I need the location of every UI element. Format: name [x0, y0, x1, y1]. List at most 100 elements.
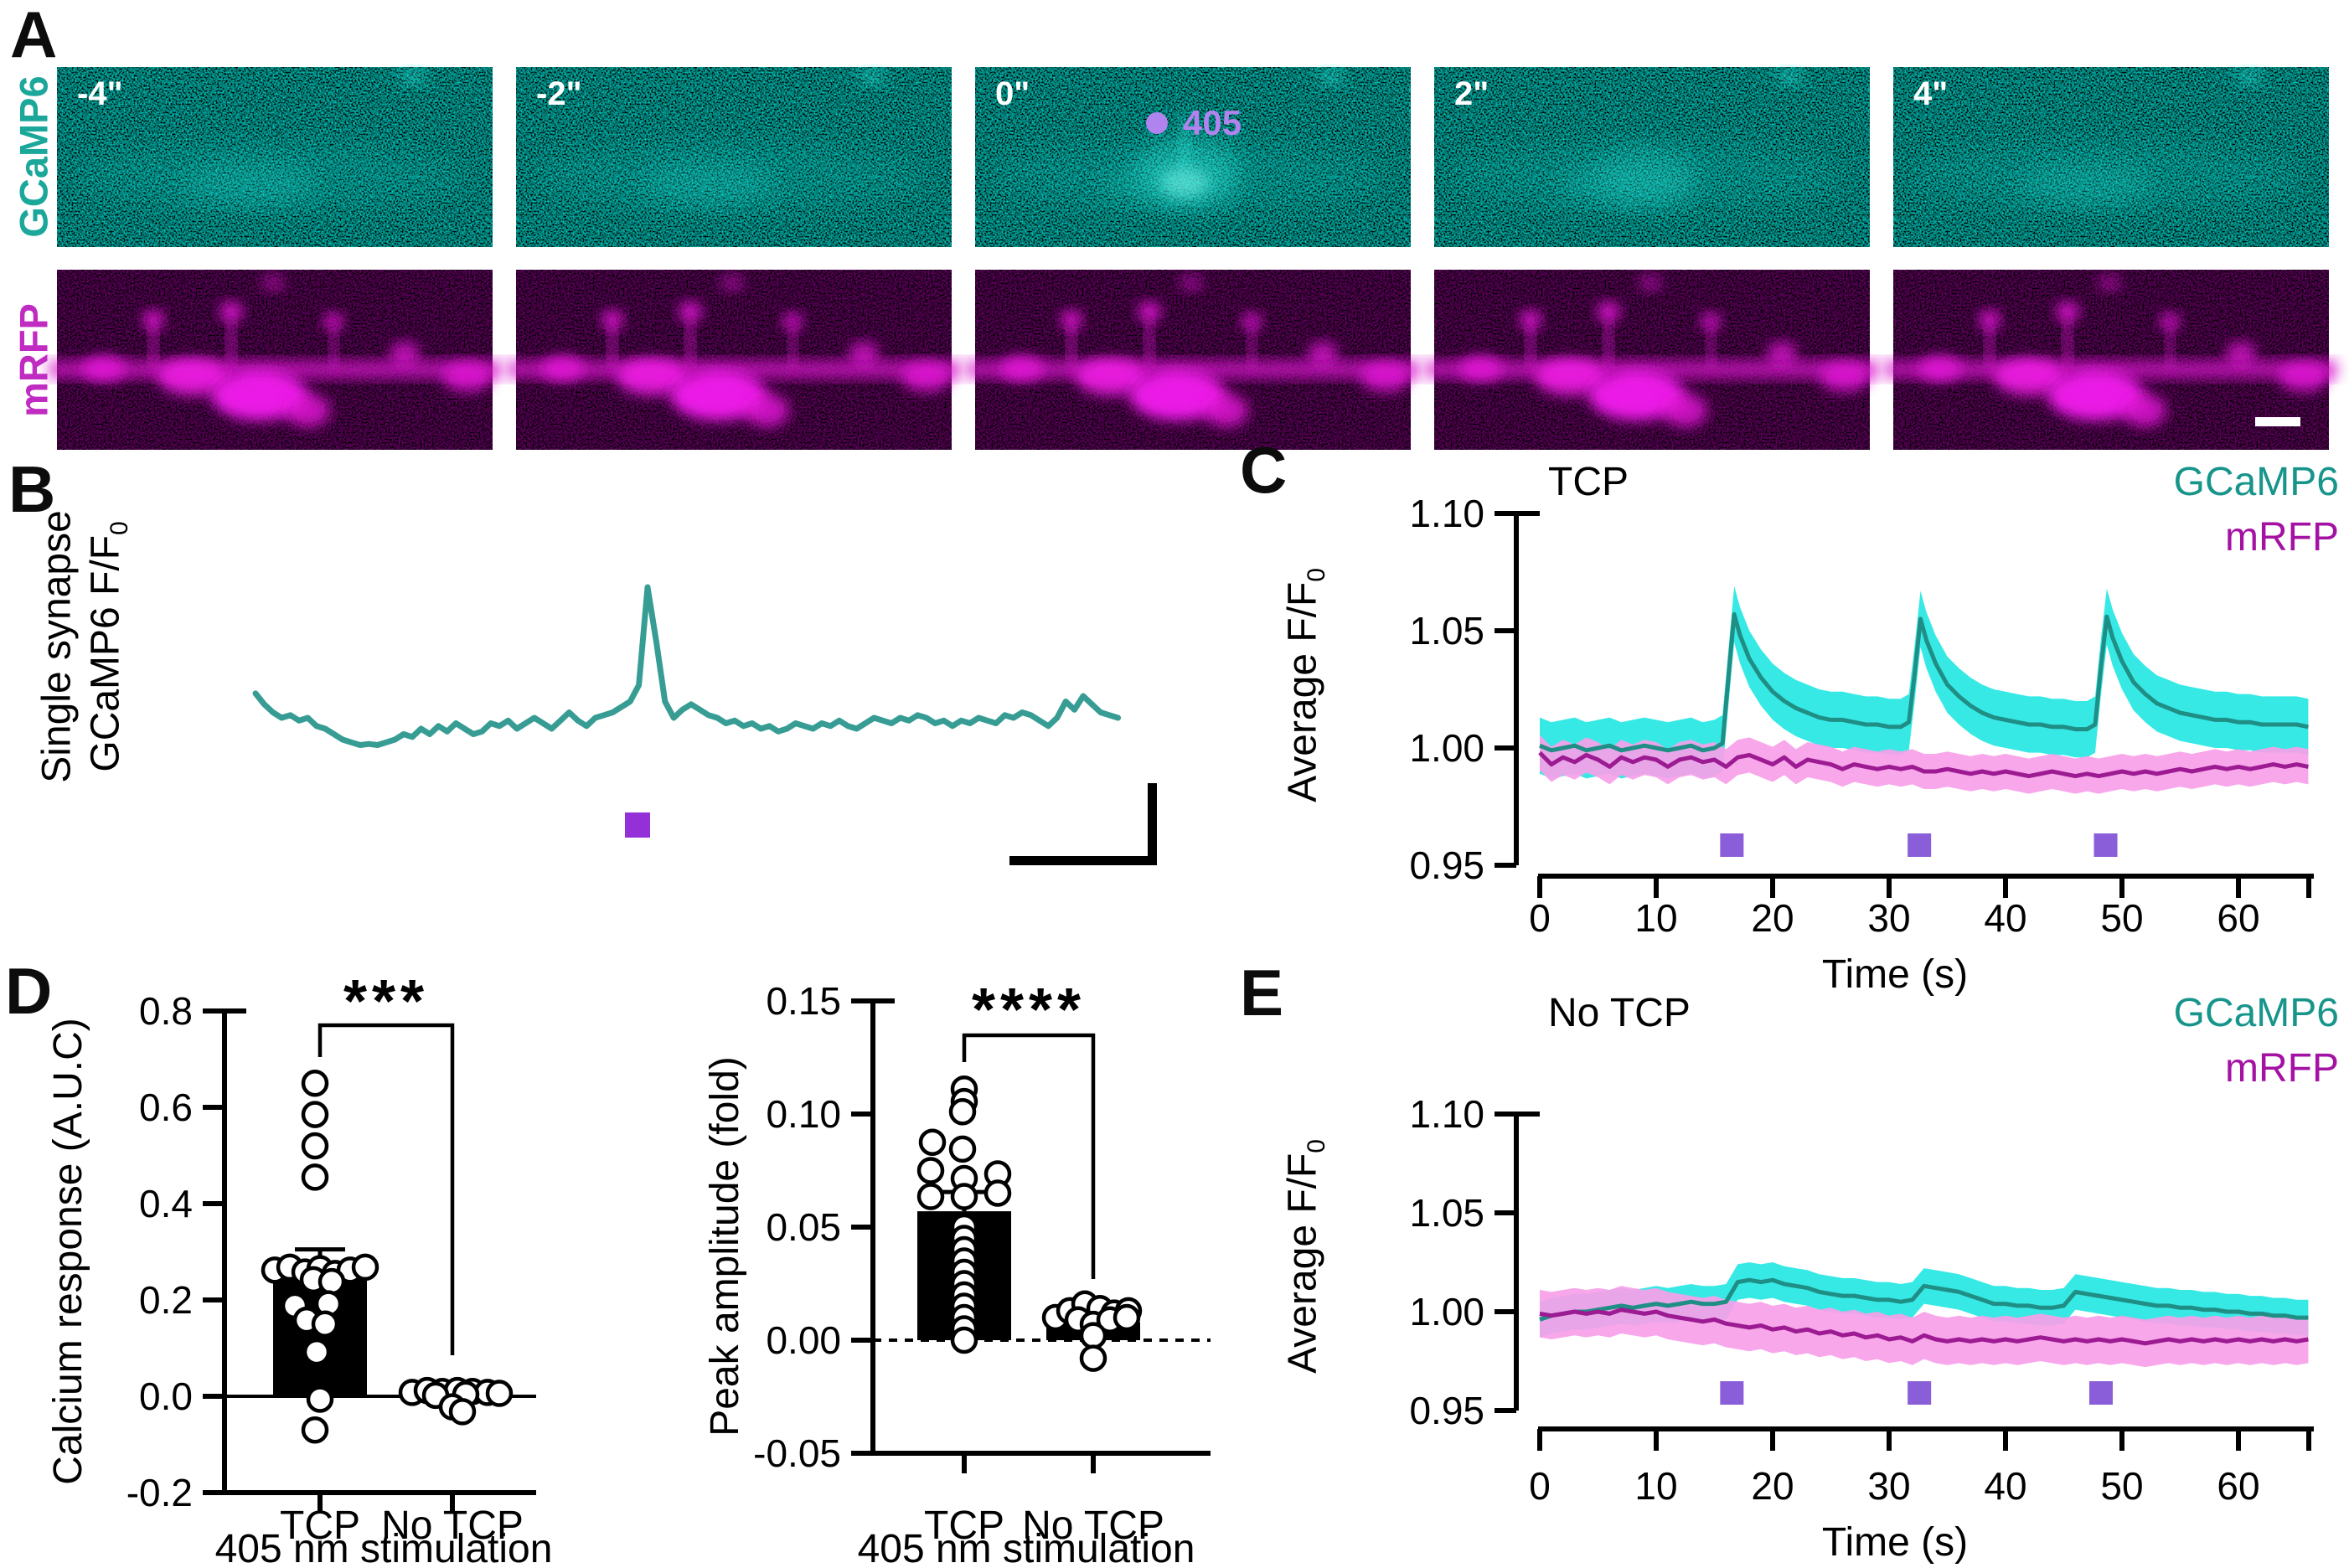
significance-bracket [962, 1033, 1096, 1279]
panel-b-letter: B [8, 452, 56, 526]
stim-marker [2088, 1381, 2113, 1405]
x-tick-label: 60 [2217, 1464, 2259, 1508]
frame-timestamp: -4" [77, 75, 123, 112]
panel-c-letter: C [1240, 433, 1288, 507]
y-tick-label: 0.15 [766, 979, 841, 1023]
scale-bar-horizontal [1009, 856, 1157, 865]
y-tick-label: 0.8 [139, 989, 193, 1033]
data-point [301, 1070, 329, 1097]
data-point [916, 1157, 945, 1184]
category-label-notcp: No TCP [381, 1504, 524, 1548]
y-tick-label: 1.10 [1409, 492, 1484, 535]
x-tick-label: 0 [1529, 1464, 1551, 1508]
stim-marker [1908, 833, 1932, 857]
panel-e-letter: E [1240, 956, 1284, 1029]
data-point [950, 1183, 978, 1210]
y-tick-label: 0.00 [766, 1318, 841, 1362]
panel-c-ylabel: Average F/F0 [1280, 568, 1330, 802]
panel-c-title: TCP [1548, 460, 1629, 504]
data-point [311, 1310, 339, 1338]
category-label-notcp: No TCP [1022, 1504, 1164, 1548]
stim-marker [2093, 833, 2118, 857]
x-tick-label: 20 [1751, 896, 1794, 940]
data-point [301, 1132, 329, 1160]
data-point [301, 1163, 329, 1191]
x-tick-label: 0 [1529, 896, 1551, 940]
significance-stars-right: **** [971, 977, 1087, 1044]
stim-marker [1908, 1381, 1932, 1405]
chart-C: 1.10 1.05 1.00 0.95 0 10 20 30 40 50 60 [1409, 492, 2314, 940]
gcamp6-mean-line [1539, 611, 2309, 753]
legend-gcamp6: GCaMP6 [2173, 991, 2339, 1035]
x-tick-label: 10 [1634, 896, 1677, 940]
y-tick-label: 1.05 [1409, 609, 1484, 652]
mrfp-mean-line [1539, 1308, 2309, 1346]
panel-d-left-xlabel: 405 nm stimulation [214, 1527, 553, 1568]
y-tick-label: 0.95 [1409, 1389, 1484, 1432]
x-tick-label: 40 [1984, 1464, 2026, 1508]
panel-e-ylabel: Average F/F0 [1280, 1139, 1330, 1374]
y-tick-label: 1.10 [1409, 1092, 1484, 1136]
data-point [306, 1385, 334, 1413]
panel-b-ylabel-line1: Single synapse [34, 510, 80, 783]
panel-a-micrographs [49, 67, 2337, 450]
x-tick-label: 40 [1984, 896, 2026, 940]
scale-bar-vertical [1148, 783, 1157, 865]
chart-D_left: 0.8 0.6 0.4 0.2 0.0 -0.2 [126, 989, 536, 1514]
category-label-tcp: TCP [924, 1504, 1004, 1548]
laser-spot-405-icon [1146, 112, 1168, 134]
y-tick-label: -0.05 [753, 1431, 841, 1475]
panel-d-letter: D [5, 954, 53, 1028]
micrograph-mrfp-frame-minus2s [508, 270, 960, 450]
x-tick-label: 60 [2217, 896, 2259, 940]
panel-b-ylabel: Single synapse GCaMP6 F/F0 [34, 510, 135, 783]
data-point [950, 1326, 978, 1354]
y-tick-label: 0.05 [766, 1205, 841, 1249]
data-point [448, 1398, 477, 1426]
gcamp6-decay-glow [1598, 144, 1698, 208]
gcamp6-row-label: GCaMP6 [11, 75, 56, 238]
micrograph-mrfp-frame-minus4s [49, 270, 501, 450]
panel-e-xlabel: Time (s) [1821, 1520, 1969, 1565]
frame-timestamp: -2" [536, 75, 582, 112]
data-point [983, 1179, 1012, 1207]
panel-c-xlabel: Time (s) [1821, 952, 1969, 998]
stim-marker [1720, 1381, 1744, 1405]
gcamp6-error-band [1540, 1262, 2309, 1338]
y-tick-label: 0.10 [766, 1092, 841, 1136]
gcamp6-response-glow [1137, 113, 1241, 207]
frame-timestamp: 4" [1913, 75, 1949, 112]
x-tick-label: 50 [2100, 896, 2143, 940]
y-axis [1514, 1112, 1540, 1411]
significance-bracket [318, 1023, 455, 1355]
data-point [948, 1135, 977, 1163]
single-synapse-trace [252, 584, 1122, 748]
chart-D_right: 0.15 0.10 0.05 0.00 -0.05 [753, 979, 1211, 1475]
panel-e-title: No TCP [1548, 991, 1691, 1035]
laser-405-label: 405 [1183, 103, 1242, 142]
data-point [1079, 1322, 1107, 1349]
data-point [1079, 1344, 1107, 1372]
gcamp6-mean-line [1539, 1277, 2309, 1322]
category-label-tcp: TCP [280, 1504, 360, 1548]
y-axis [222, 1008, 246, 1493]
mrfp-error-band [1540, 735, 2309, 794]
frame-timestamp: 2" [1454, 75, 1489, 112]
x-tick-label: 30 [1867, 1464, 1910, 1508]
micrograph-mrfp-frame-2s [1426, 270, 1878, 450]
y-axis [870, 998, 895, 1453]
micrograph-mrfp-frame-0s [967, 270, 1419, 450]
data-point [1113, 1303, 1141, 1332]
data-point [302, 1338, 331, 1366]
data-point [301, 1416, 329, 1444]
panel-d-right-xlabel: 405 nm stimulation [857, 1527, 1195, 1568]
panel-a-letter: A [10, 0, 58, 71]
y-axis [1514, 511, 1540, 865]
data-point [918, 1128, 947, 1156]
y-tick-label: 1.00 [1409, 1290, 1484, 1333]
y-tick-label: 0.0 [139, 1375, 193, 1418]
panel-d-left-ylabel: Calcium response (A.U.C) [46, 1018, 91, 1485]
y-tick-label: 0.6 [139, 1086, 193, 1129]
chart-E: 1.10 1.05 1.00 0.95 0 10 20 30 40 50 60 [1409, 1092, 2314, 1508]
mrfp-error-band [1540, 1286, 2309, 1368]
